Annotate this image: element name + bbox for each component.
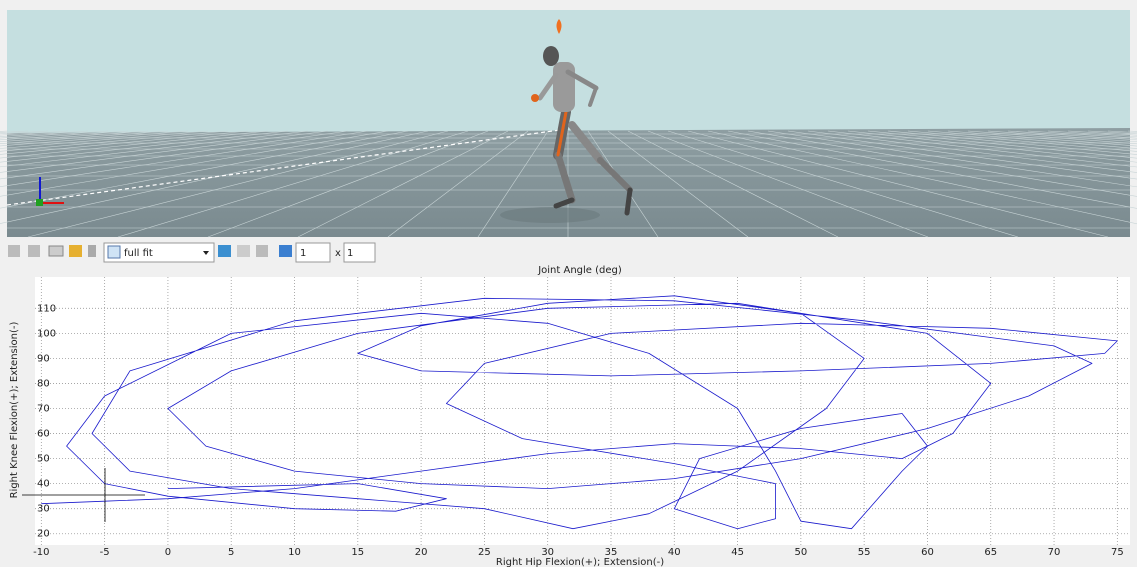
x-tick-label: 25 <box>478 547 491 558</box>
x-tick-label: 70 <box>1048 547 1061 558</box>
toolbar: full fit 1 x 1 <box>8 243 375 262</box>
table-icon[interactable] <box>237 245 250 257</box>
y-tick-label: 80 <box>37 378 50 389</box>
x-tick-label: 65 <box>984 547 997 558</box>
axes-icon[interactable] <box>69 245 82 257</box>
legend-icon[interactable] <box>49 246 63 256</box>
x-tick-label: 60 <box>921 547 934 558</box>
3d-view[interactable] <box>0 10 1137 237</box>
floor-line <box>0 131 8 237</box>
rows-value: 1 <box>300 248 306 259</box>
x-axis-label: Right Hip Flexion(+); Extension(-) <box>496 557 664 567</box>
times-sign: x <box>335 248 341 259</box>
x-tick-label: -5 <box>100 547 110 558</box>
x-tick-label: 5 <box>228 547 234 558</box>
y-tick-label: 30 <box>37 504 50 515</box>
x-tick-label: 0 <box>165 547 171 558</box>
x-tick-label: 40 <box>668 547 681 558</box>
layout-icon[interactable] <box>279 245 292 257</box>
export-icon[interactable] <box>256 245 268 257</box>
y-tick-label: 20 <box>37 529 50 540</box>
x-tick-label: 45 <box>731 547 744 558</box>
x-tick-label: 75 <box>1111 547 1124 558</box>
pause-icon[interactable] <box>88 245 96 257</box>
y-axis-label: Right Knee Flexion(+); Extension(-) <box>9 322 20 499</box>
chart-title: Joint Angle (deg) <box>537 265 622 276</box>
pan-icon[interactable] <box>28 245 40 257</box>
x-tick-label: 50 <box>794 547 807 558</box>
y-tick-label: 110 <box>37 303 56 314</box>
y-tick-label: 90 <box>37 353 50 364</box>
screen: full fit 1 x 1 Joint Angle (deg) -10 -5 0 5… <box>0 0 1137 567</box>
y-tick-label: 50 <box>37 454 50 465</box>
x-tick-label: 20 <box>415 547 428 558</box>
cols-value: 1 <box>347 248 353 259</box>
y-tick-label: 40 <box>37 479 50 490</box>
y-tick-label: 100 <box>37 328 56 339</box>
app-window: {"toolbar": {"fit_mode": "full fit", "ro… <box>0 0 1137 567</box>
ruler-icon[interactable] <box>218 245 231 257</box>
x-tick-label: 15 <box>351 547 364 558</box>
x-tick-label: 10 <box>288 547 301 558</box>
x-tick-label: -10 <box>33 547 49 558</box>
x-tick-label: 55 <box>858 547 871 558</box>
zoom-icon[interactable] <box>8 245 20 257</box>
y-tick-label: 60 <box>37 429 50 440</box>
y-tick-label: 70 <box>37 403 50 414</box>
plot-area <box>35 277 1130 545</box>
fit-mode: full fit <box>124 248 153 259</box>
